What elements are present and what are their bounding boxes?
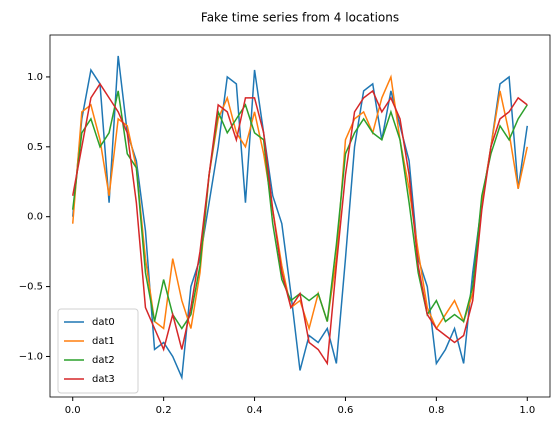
x-tick-label: 0.0 xyxy=(65,405,81,416)
x-tick-label: 0.4 xyxy=(247,405,263,416)
x-tick-label: 0.6 xyxy=(338,405,354,416)
y-tick-label: 1.0 xyxy=(27,72,43,83)
x-tick-label: 1.0 xyxy=(519,405,535,416)
legend-box xyxy=(57,308,139,394)
y-tick-label: −1.0 xyxy=(19,351,43,362)
legend-label: dat2 xyxy=(92,355,115,366)
y-tick-label: 0.5 xyxy=(27,142,43,153)
plot-frame xyxy=(49,34,551,398)
y-tick-label: −0.5 xyxy=(19,282,43,293)
y-tick-label: 0.0 xyxy=(27,212,43,223)
x-tick-label: 0.2 xyxy=(156,405,172,416)
legend: dat0 dat1 dat2 dat3 xyxy=(57,308,139,394)
line xyxy=(71,74,529,332)
legend-label: dat0 xyxy=(92,317,115,328)
chart-title: Fake time series from 4 locations xyxy=(201,11,399,25)
legend-label: dat3 xyxy=(92,374,115,385)
line xyxy=(71,82,528,366)
legend-label: dat1 xyxy=(92,336,115,347)
line xyxy=(71,55,529,381)
x-tick-label: 0.8 xyxy=(428,405,444,416)
